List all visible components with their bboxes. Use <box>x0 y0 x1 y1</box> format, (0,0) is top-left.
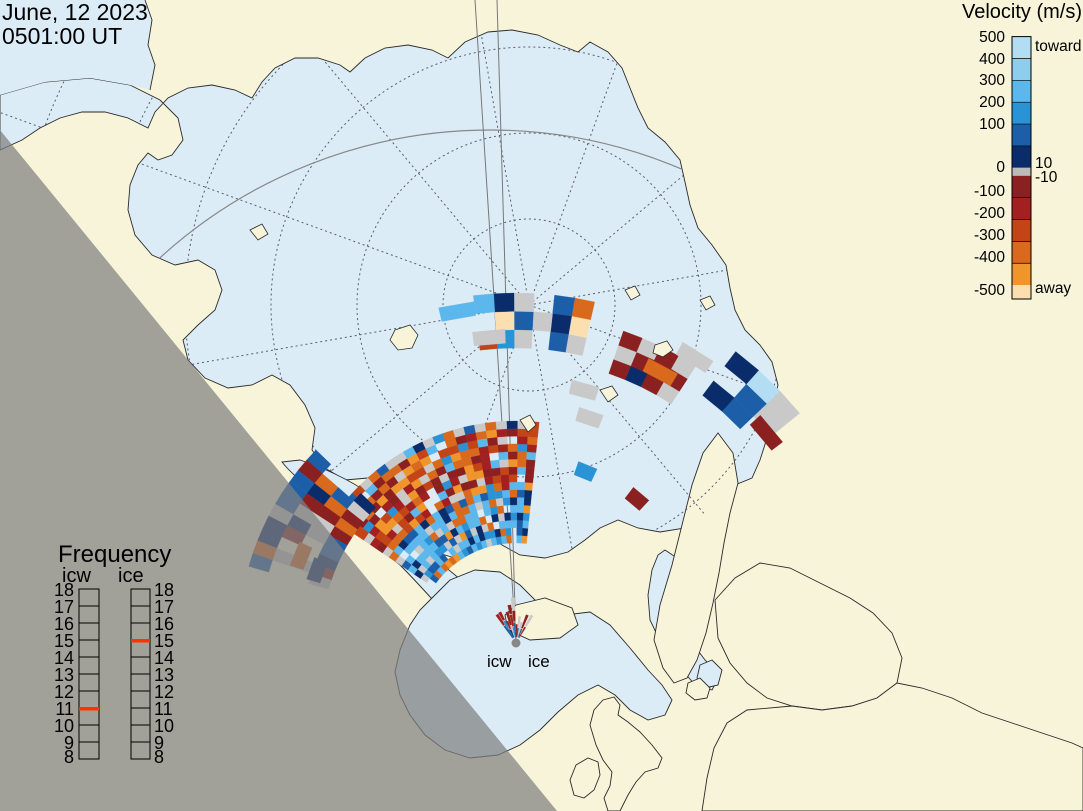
svg-text:Frequency: Frequency <box>58 541 171 568</box>
svg-text:toward: toward <box>1035 38 1082 55</box>
svg-text:ice: ice <box>118 565 144 587</box>
svg-text:-10: -10 <box>1035 169 1058 186</box>
svg-text:500: 500 <box>979 29 1005 46</box>
svg-text:Velocity (m/s): Velocity (m/s) <box>962 1 1082 23</box>
svg-text:-200: -200 <box>974 205 1005 222</box>
svg-text:-300: -300 <box>974 227 1005 244</box>
svg-text:300: 300 <box>979 72 1005 89</box>
svg-text:-400: -400 <box>974 249 1005 266</box>
svg-text:-500: -500 <box>974 282 1005 299</box>
svg-text:ice: ice <box>528 652 550 671</box>
svg-text:-100: -100 <box>974 183 1005 200</box>
svg-text:8: 8 <box>154 747 164 767</box>
svg-text:100: 100 <box>979 116 1005 133</box>
svg-text:0: 0 <box>996 159 1005 176</box>
svg-text:icw: icw <box>487 652 512 671</box>
svg-text:June, 12 2023: June, 12 2023 <box>2 0 148 25</box>
svg-text:away: away <box>1035 280 1071 297</box>
svg-text:200: 200 <box>979 94 1005 111</box>
svg-text:8: 8 <box>64 747 74 767</box>
svg-text:400: 400 <box>979 51 1005 68</box>
svg-text:0501:00 UT: 0501:00 UT <box>2 23 122 49</box>
